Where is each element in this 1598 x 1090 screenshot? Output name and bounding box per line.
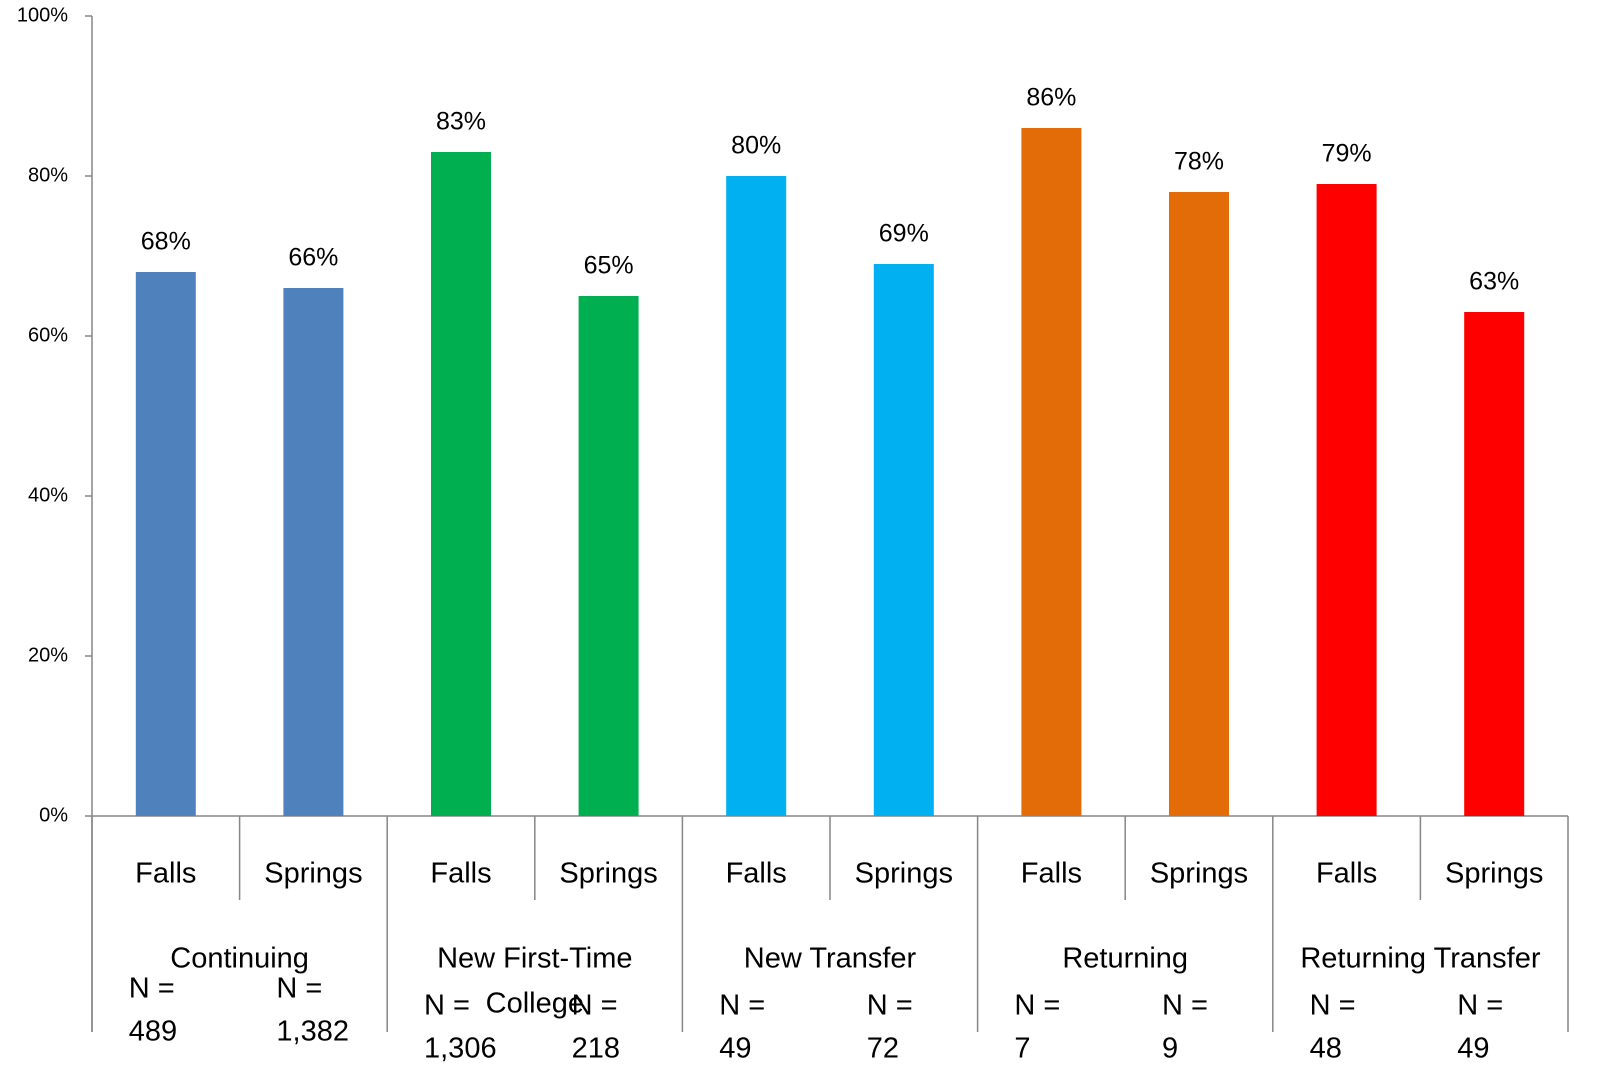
value-label: 79% xyxy=(1322,140,1372,168)
x-tick-label: Falls xyxy=(1021,858,1082,890)
n-label: 7 xyxy=(1014,1033,1030,1065)
bar xyxy=(1316,184,1377,816)
value-label: 63% xyxy=(1469,268,1519,296)
x-tick-label: Falls xyxy=(1316,858,1377,890)
x-tick-label: Springs xyxy=(1150,858,1248,890)
bar xyxy=(1169,192,1229,816)
value-label: 69% xyxy=(879,220,929,248)
bar xyxy=(135,272,196,816)
x-tick-label: Falls xyxy=(135,858,196,890)
bar xyxy=(873,264,934,816)
n-label: 49 xyxy=(719,1033,751,1065)
x-tick-label: Springs xyxy=(264,858,362,890)
group-label: Returning xyxy=(1062,943,1188,975)
n-label: N = xyxy=(867,990,913,1022)
n-label: 72 xyxy=(867,1033,899,1065)
y-tick-label: 0% xyxy=(39,804,68,826)
bar xyxy=(1464,312,1525,816)
x-tick-label: Falls xyxy=(726,858,787,890)
n-label: N = xyxy=(1310,990,1356,1022)
x-tick-label: Springs xyxy=(559,858,657,890)
n-label: N = xyxy=(424,990,470,1022)
y-tick-label: 60% xyxy=(28,324,68,346)
n-label: 218 xyxy=(572,1033,620,1065)
n-label: N = xyxy=(719,990,765,1022)
n-label: N = xyxy=(1014,990,1060,1022)
n-label: 49 xyxy=(1457,1033,1489,1065)
group-label: Continuing xyxy=(170,943,309,975)
value-label: 68% xyxy=(141,228,191,256)
n-label: N = xyxy=(276,973,322,1005)
n-label: N = xyxy=(129,973,175,1005)
n-label: 9 xyxy=(1162,1033,1178,1065)
value-label: 83% xyxy=(436,108,486,136)
x-tick-label: Springs xyxy=(1445,858,1543,890)
bar xyxy=(726,176,787,816)
n-label: 48 xyxy=(1310,1033,1342,1065)
n-label: N = xyxy=(1457,990,1503,1022)
bar xyxy=(431,152,491,816)
n-label: 1,382 xyxy=(276,1016,349,1048)
value-label: 65% xyxy=(584,252,634,280)
bar xyxy=(1021,128,1082,816)
group-label: College xyxy=(486,988,584,1020)
value-label: 78% xyxy=(1174,148,1224,176)
n-label: 1,306 xyxy=(424,1033,497,1065)
n-label: N = xyxy=(1162,990,1208,1022)
y-tick-label: 100% xyxy=(17,4,68,26)
x-tick-label: Springs xyxy=(855,858,953,890)
group-label: New Transfer xyxy=(744,943,917,975)
value-label: 66% xyxy=(288,244,338,272)
y-tick-label: 80% xyxy=(28,164,68,186)
x-tick-label: Falls xyxy=(430,858,491,890)
n-label: N = xyxy=(572,990,618,1022)
value-label: 80% xyxy=(731,132,781,160)
bar xyxy=(283,288,344,816)
value-label: 86% xyxy=(1026,84,1076,112)
group-label: Returning Transfer xyxy=(1300,943,1541,975)
n-label: 489 xyxy=(129,1016,177,1048)
group-label: New First-Time xyxy=(437,943,632,975)
y-tick-label: 20% xyxy=(28,644,68,666)
y-tick-label: 40% xyxy=(28,484,68,506)
bar xyxy=(578,296,639,816)
